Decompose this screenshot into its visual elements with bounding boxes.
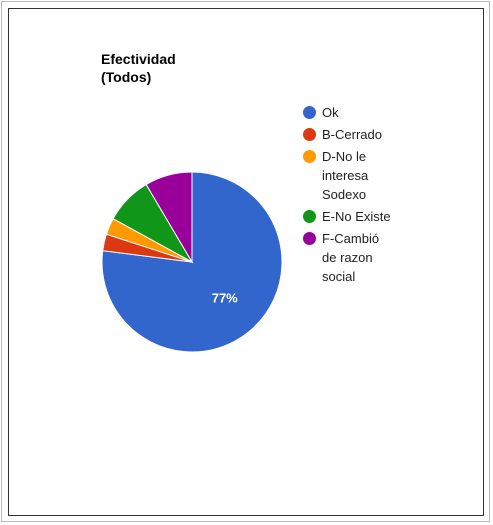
legend-label: D-No le interesa Sodexo (322, 149, 369, 202)
legend-swatch (303, 210, 316, 223)
legend-label: F-Cambió de razon social (322, 231, 380, 284)
chart-title: Efectividad (Todos) (101, 50, 176, 86)
legend-label: E-No Existe (322, 209, 391, 224)
slice-percent-label: 77% (212, 291, 238, 306)
legend-label: Ok (322, 105, 339, 120)
legend-swatch (303, 232, 316, 245)
chart-frame (8, 8, 484, 516)
legend-swatch (303, 150, 316, 163)
legend-swatch (303, 106, 316, 119)
legend-swatch (303, 128, 316, 141)
chart-title-line-2: (Todos) (101, 69, 152, 85)
pie-slice-f-cambi-de-razon-social (145, 171, 193, 264)
legend-label: B-Cerrado (322, 127, 382, 142)
chart-title-line-1: Efectividad (101, 51, 176, 67)
